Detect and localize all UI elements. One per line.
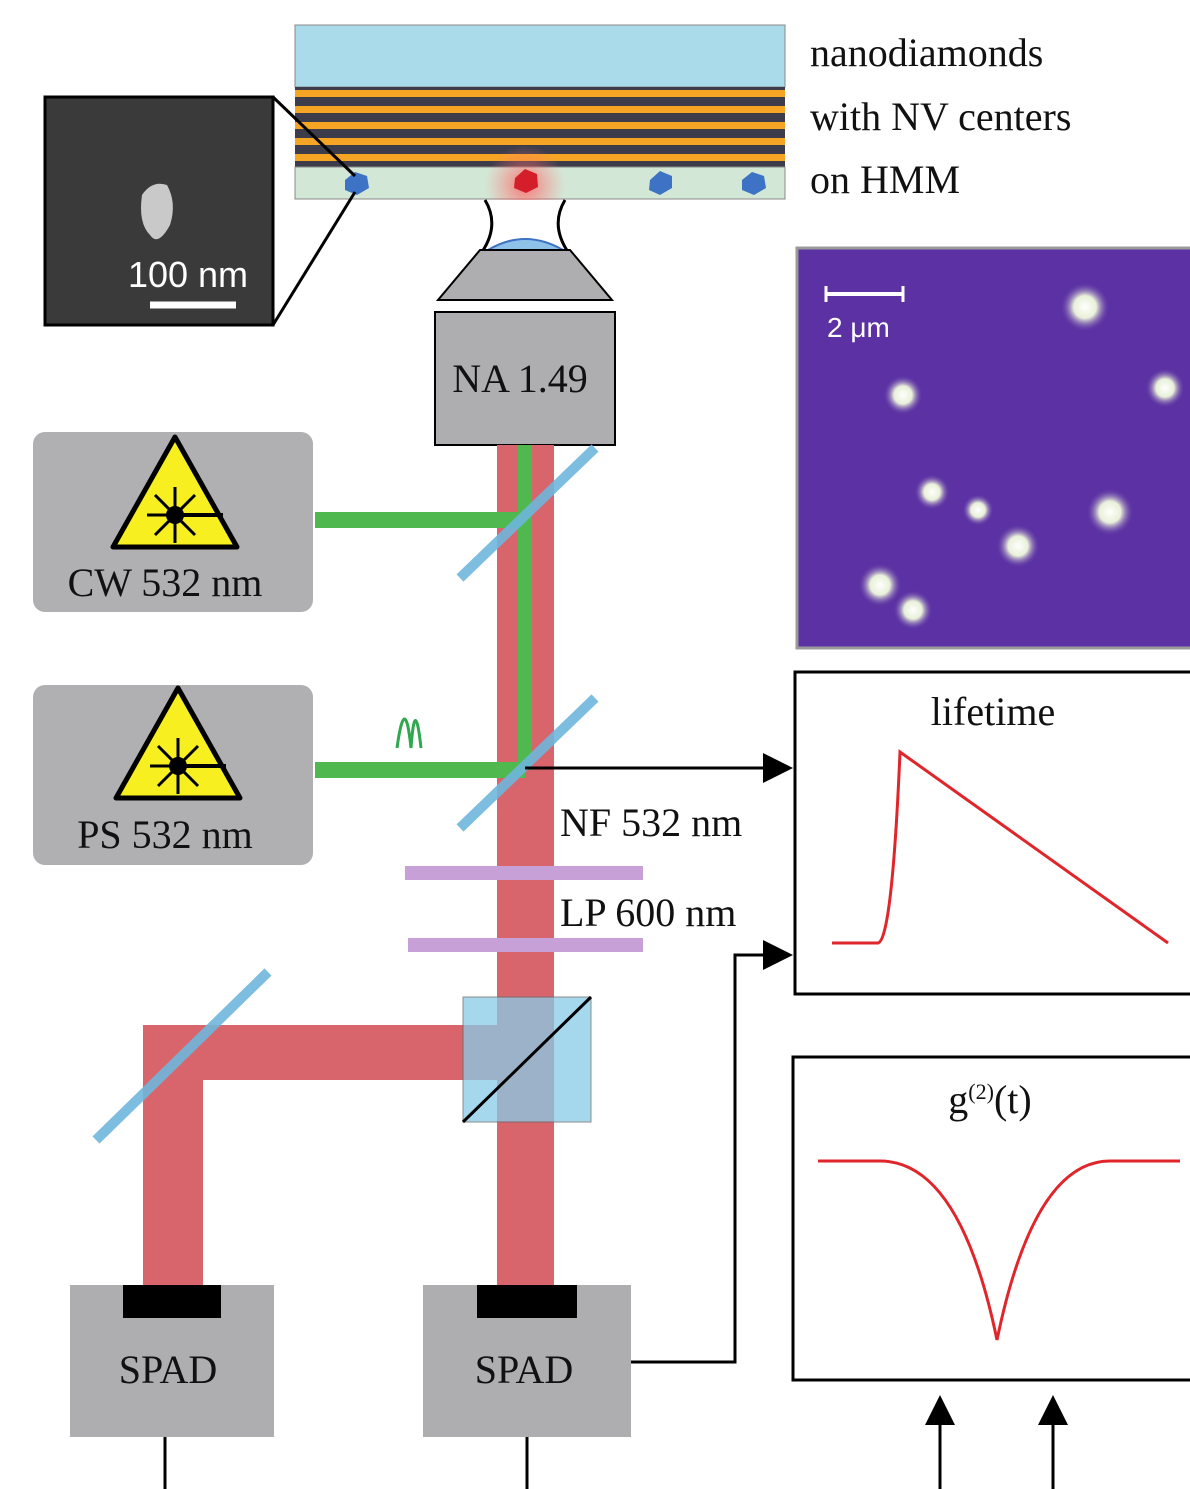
- g2-sup: (2): [968, 1079, 994, 1104]
- lasers: [33, 432, 313, 865]
- detector-label: SPAD: [119, 1347, 218, 1392]
- laser-label: CW 532 nm: [68, 560, 263, 605]
- image-scale: 2 μm: [827, 312, 890, 343]
- sample-label: on HMM: [810, 157, 960, 202]
- g2-arg: (t): [994, 1077, 1032, 1122]
- detector-label: SPAD: [475, 1347, 574, 1392]
- sample-label: with NV centers: [810, 94, 1071, 139]
- sample: [295, 25, 785, 225]
- objective: [435, 200, 615, 445]
- setup-diagram: nanodiamonds with NV centers on HMM 100 …: [0, 0, 1190, 1489]
- plot-title: lifetime: [931, 689, 1055, 734]
- objective-label: NA 1.49: [452, 356, 588, 401]
- sample-label: nanodiamonds: [810, 30, 1043, 75]
- g2-base: g: [948, 1077, 968, 1122]
- g2-plot: [793, 1057, 1190, 1380]
- sem-scale: 100 nm: [128, 254, 248, 295]
- confocal-image: [797, 248, 1190, 648]
- laser-label: PS 532 nm: [77, 812, 253, 857]
- filter-label: LP 600 nm: [560, 890, 736, 935]
- filter-label: NF 532 nm: [560, 800, 742, 845]
